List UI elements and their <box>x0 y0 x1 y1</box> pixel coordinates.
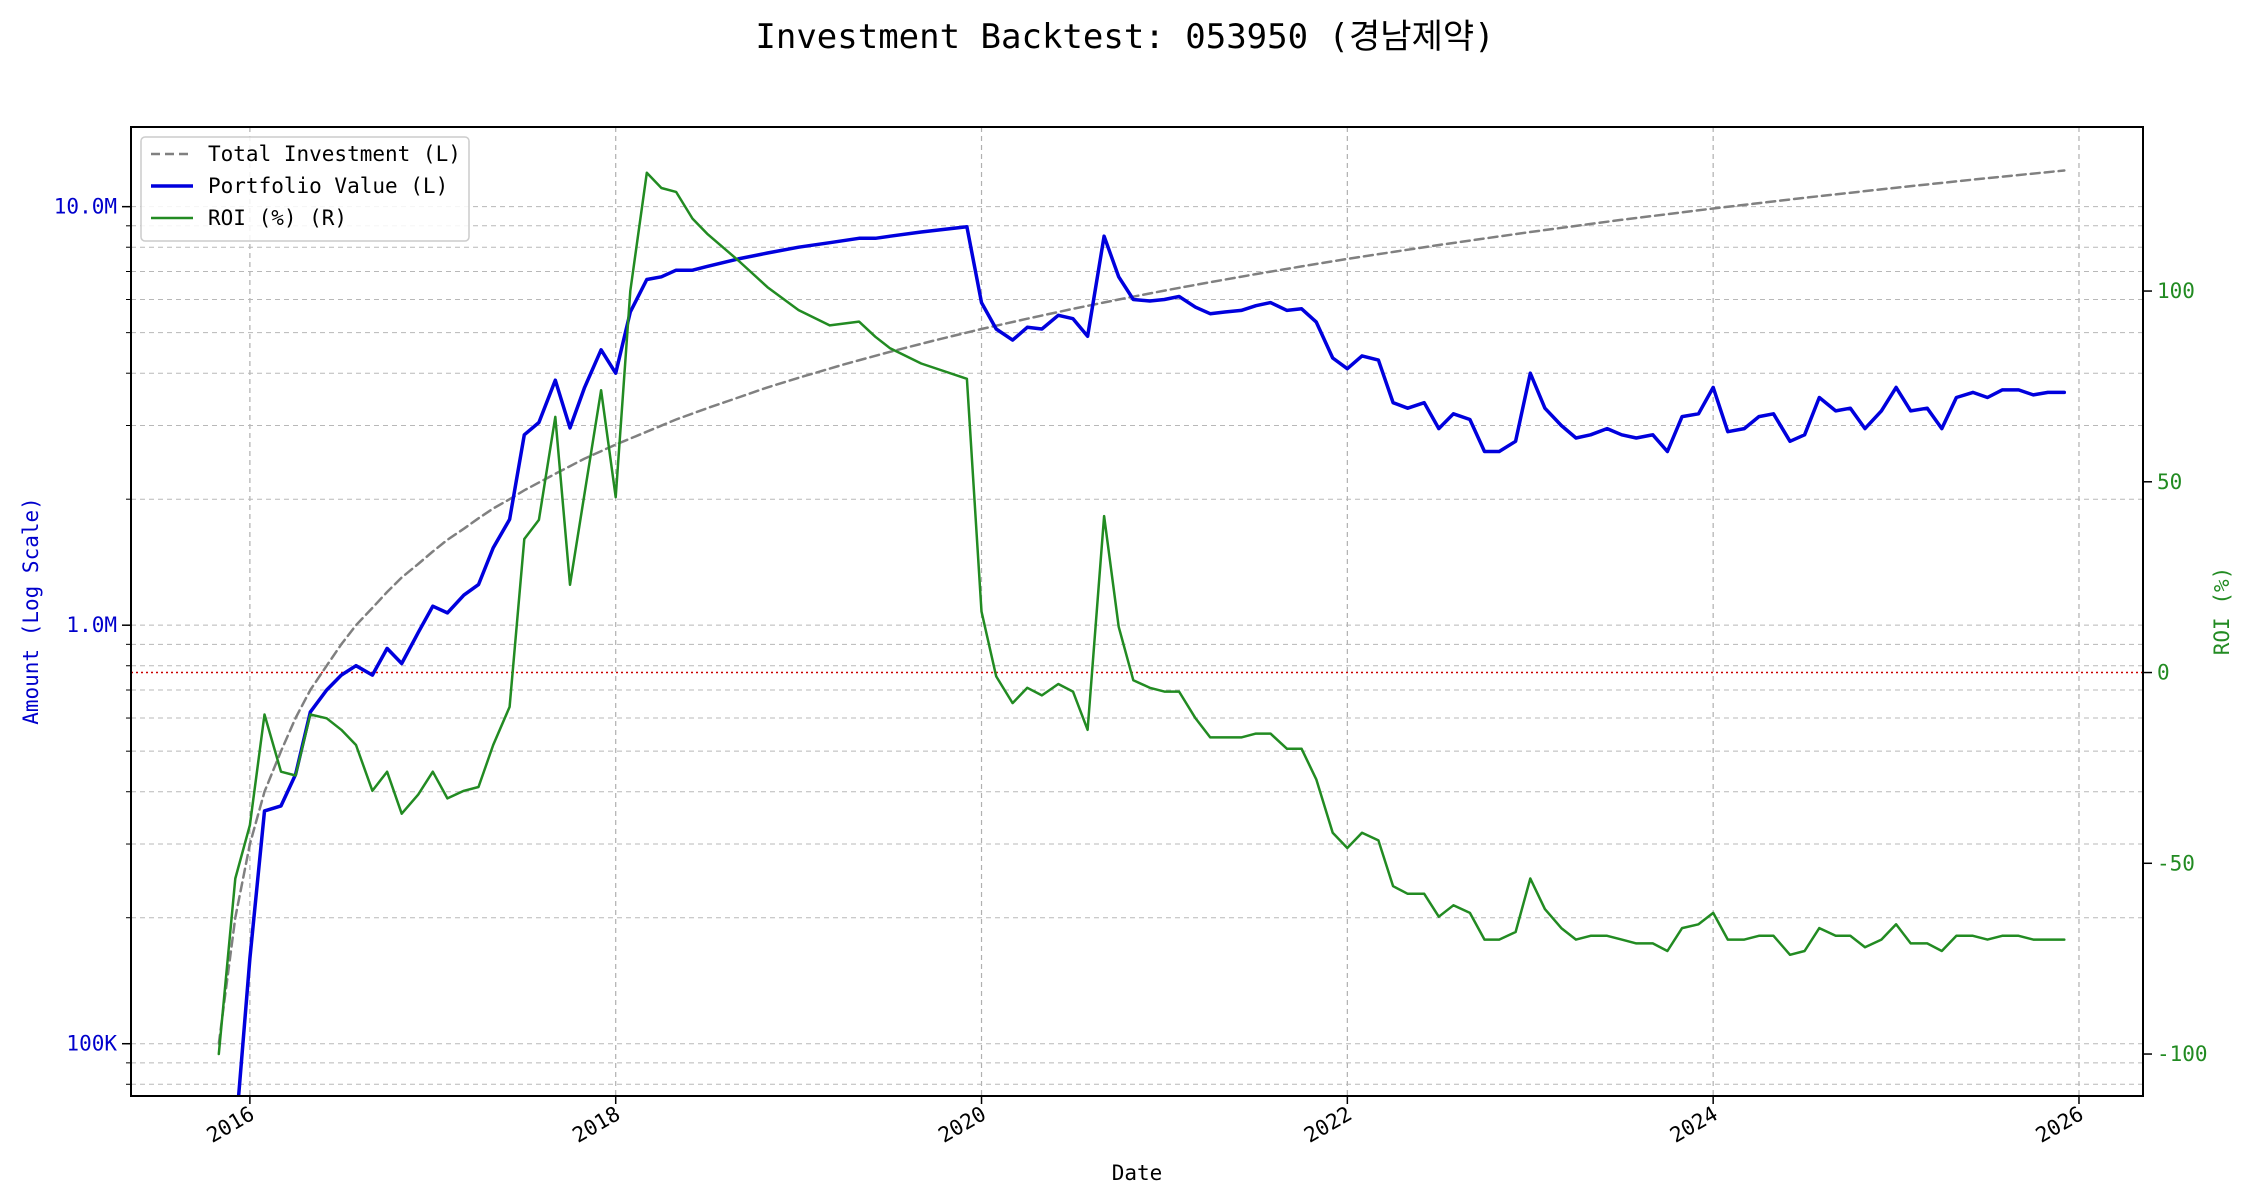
chart-title: Investment Backtest: 053950 (경남제약) <box>755 17 1494 57</box>
y-right-tick-label-0: 100 <box>2157 279 2195 303</box>
y-axis-right-label: ROI (%) <box>2210 567 2234 656</box>
y-right-tick-label-2: 0 <box>2157 661 2170 685</box>
y-right-tick-label-4: -100 <box>2157 1042 2208 1066</box>
y-left-tick-label-1: 1.0M <box>66 613 117 637</box>
legend-label-roi: ROI (%) (R) <box>208 206 347 230</box>
x-axis-label: Date <box>1112 1161 1163 1185</box>
series-lines <box>217 169 2067 1096</box>
plot-frame <box>130 126 2144 1097</box>
y-left-tick-label-2: 10.0M <box>54 195 117 219</box>
series-portfolio-value <box>236 225 2067 1096</box>
legend: Total Investment (L) Portfolio Value (L)… <box>140 136 470 242</box>
y-left-tick-label-0: 100K <box>66 1032 117 1056</box>
series-roi <box>217 171 2066 1056</box>
legend-label-portfolio-value: Portfolio Value (L) <box>208 174 448 198</box>
legend-label-total-investment: Total Investment (L) <box>208 142 461 166</box>
legend-box <box>140 136 470 242</box>
y-axis-left-label: Amount (Log Scale) <box>19 497 43 725</box>
y-right-tick-label-1: 50 <box>2157 470 2182 494</box>
series-total-investment <box>217 169 2066 1045</box>
y-right-tick-label-3: -50 <box>2157 851 2195 875</box>
